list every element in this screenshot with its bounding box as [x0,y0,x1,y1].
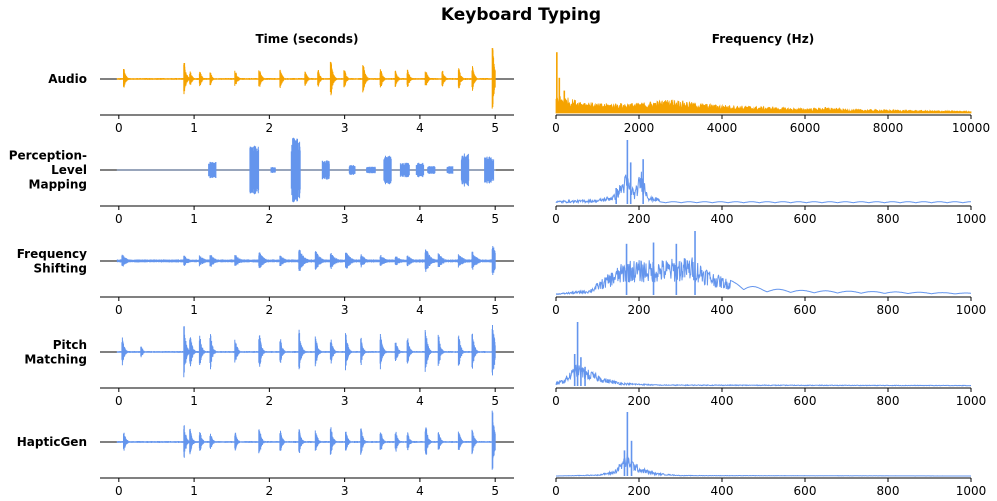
x-tick-label: 1000 [956,394,987,408]
x-tick-label: 600 [794,394,817,408]
x-tick-label: 0 [552,212,560,226]
column-title-frequency: Frequency (Hz) [712,32,814,46]
x-tick-label: 3 [341,121,349,135]
x-tick-label: 4 [416,484,424,498]
x-tick-label: 2000 [624,121,655,135]
x-tick-label: 0 [552,394,560,408]
waveform-series [116,48,496,109]
x-tick-label: 800 [877,484,900,498]
x-tick-label: 2 [266,303,274,317]
x-tick-label: 5 [491,212,499,226]
x-tick-label: 4 [416,303,424,317]
spectrum-series [555,171,971,205]
x-tick-label: 1 [190,303,198,317]
waveform-series [116,410,496,470]
waveform-series [116,325,496,378]
x-tick-label: 3 [341,303,349,317]
x-tick-label: 5 [491,394,499,408]
x-tick-label: 400 [711,394,734,408]
x-tick-label: 3 [341,484,349,498]
figure-title: Keyboard Typing [441,5,601,25]
x-tick-label: 10000 [952,121,990,135]
x-tick-label: 600 [794,484,817,498]
x-tick-label: 400 [711,303,734,317]
x-tick-label: 800 [877,303,900,317]
spectrum-series [555,96,972,114]
x-tick-label: 5 [491,121,499,135]
column-title-time: Time (seconds) [255,32,358,46]
x-tick-label: 3 [341,394,349,408]
x-tick-label: 2 [266,484,274,498]
x-tick-label: 0 [115,212,123,226]
x-tick-label: 2 [266,212,274,226]
x-tick-label: 1 [190,394,198,408]
x-tick-label: 600 [794,212,817,226]
x-tick-label: 0 [115,303,123,317]
row-label: Audio [48,72,87,86]
spectrum-series [556,257,971,296]
row-label: Pitch [53,338,87,352]
x-tick-label: 200 [628,394,651,408]
x-tick-label: 4000 [707,121,738,135]
x-tick-label: 0 [552,121,560,135]
x-tick-label: 3 [341,212,349,226]
x-tick-label: 600 [794,303,817,317]
x-tick-label: 800 [877,394,900,408]
spectrum-series [555,364,971,387]
x-tick-label: 400 [711,212,734,226]
row-label: Perception- [9,149,87,163]
x-tick-label: 2 [266,121,274,135]
x-tick-label: 800 [877,212,900,226]
x-tick-label: 200 [628,303,651,317]
row-label: Mapping [29,178,87,192]
row-label: Matching [24,352,87,366]
x-tick-label: 0 [552,484,560,498]
x-tick-label: 200 [628,212,651,226]
x-tick-label: 1000 [956,212,987,226]
x-tick-label: 0 [552,303,560,317]
x-tick-label: 4 [416,121,424,135]
x-tick-label: 2 [266,394,274,408]
spectrum-series [556,452,971,477]
x-tick-label: 0 [115,121,123,135]
x-tick-label: 1 [190,212,198,226]
x-tick-label: 0 [115,394,123,408]
x-tick-label: 8000 [873,121,904,135]
x-tick-label: 1000 [956,303,987,317]
x-tick-label: 5 [491,484,499,498]
row-label: Shifting [33,261,87,275]
row-label: HapticGen [17,435,87,449]
row-label: Level [51,163,87,177]
x-tick-label: 1000 [956,484,987,498]
x-tick-label: 4 [416,394,424,408]
x-tick-label: 1 [190,484,198,498]
x-tick-label: 4 [416,212,424,226]
x-tick-label: 6000 [790,121,821,135]
row-label: Frequency [17,247,87,261]
x-tick-label: 0 [115,484,123,498]
x-tick-label: 1 [190,121,198,135]
x-tick-label: 5 [491,303,499,317]
waveform-series [116,246,496,275]
x-tick-label: 400 [711,484,734,498]
waveform-series [116,137,496,203]
x-tick-label: 200 [628,484,651,498]
